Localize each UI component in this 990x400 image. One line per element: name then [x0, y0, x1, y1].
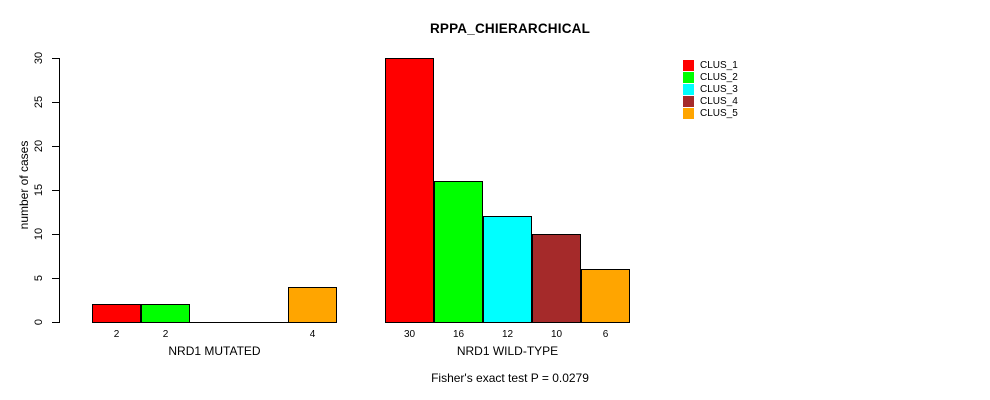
- y-tick-mark: [52, 322, 59, 323]
- bar-clus_4-group2: [532, 234, 581, 323]
- y-tick-label: 0: [33, 318, 45, 326]
- bar-clus_1-group1: [92, 304, 141, 323]
- legend-swatch-clus_4: [683, 96, 694, 107]
- stat-test-caption: Fisher's exact test P = 0.0279: [431, 371, 589, 385]
- y-axis-title: number of cases: [17, 140, 31, 230]
- legend-label: CLUS_3: [700, 84, 738, 95]
- bar-value-label: 4: [309, 329, 316, 340]
- y-axis-line: [59, 58, 60, 323]
- legend-label: CLUS_4: [700, 96, 738, 107]
- y-tick-label: 20: [33, 139, 45, 153]
- legend-swatch-clus_3: [683, 84, 694, 95]
- y-tick-mark: [52, 58, 59, 59]
- legend-swatch-clus_2: [683, 72, 694, 83]
- y-tick-mark: [52, 190, 59, 191]
- group-label: NRD1 WILD-TYPE: [456, 344, 559, 358]
- bar-value-label: 2: [113, 329, 120, 340]
- y-tick-mark: [52, 102, 59, 103]
- bar-value-label: 2: [162, 329, 169, 340]
- bar-clus_2-group1: [141, 304, 190, 323]
- bar-clus_3-group2: [483, 216, 532, 323]
- y-tick-mark: [52, 278, 59, 279]
- bar-value-label: 6: [602, 329, 609, 340]
- y-tick-label: 25: [33, 95, 45, 109]
- bar-clus_5-group2: [581, 269, 630, 323]
- legend-label: CLUS_5: [700, 108, 738, 119]
- y-tick-label: 10: [33, 227, 45, 241]
- y-tick-mark: [52, 146, 59, 147]
- bar-clus_1-group2: [385, 58, 434, 323]
- y-tick-mark: [52, 234, 59, 235]
- chart-title: RPPA_CHIERARCHICAL: [429, 21, 591, 36]
- legend-label: CLUS_2: [700, 72, 738, 83]
- y-tick-label: 30: [33, 51, 45, 65]
- bar-value-label: 30: [403, 329, 416, 340]
- bar-value-label: 10: [550, 329, 563, 340]
- bar-clus_2-group2: [434, 181, 483, 323]
- y-tick-label: 15: [33, 183, 45, 197]
- legend-swatch-clus_1: [683, 60, 694, 71]
- bar-value-label: 12: [501, 329, 514, 340]
- bar-value-label: 16: [452, 329, 465, 340]
- legend-swatch-clus_5: [683, 108, 694, 119]
- group-baseline: [92, 322, 337, 323]
- group-label: NRD1 MUTATED: [168, 344, 261, 358]
- y-tick-label: 5: [33, 274, 45, 282]
- legend-label: CLUS_1: [700, 60, 738, 71]
- bar-clus_5-group1: [288, 287, 337, 323]
